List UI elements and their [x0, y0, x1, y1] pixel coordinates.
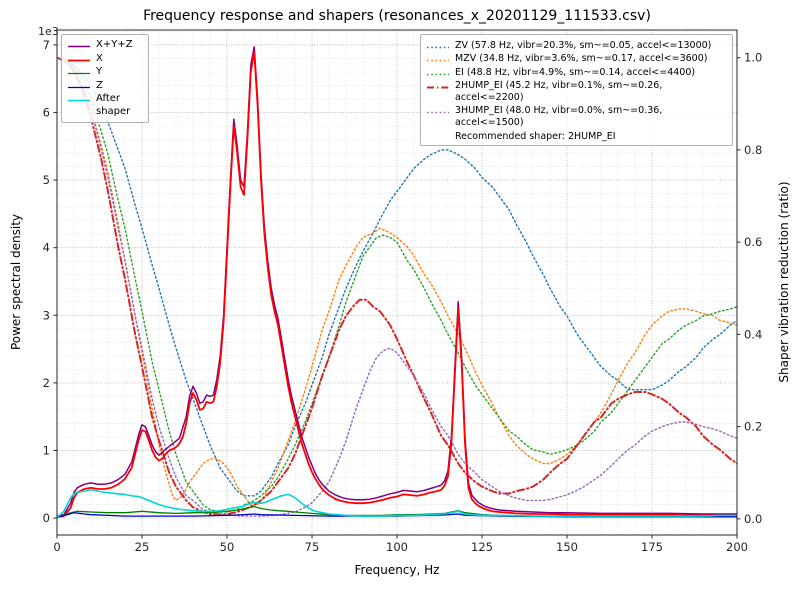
legend-label-2hump-ei: 2HUMP_EI (45.2 Hz, vibr=0.1%, sm~=0.26, … — [455, 80, 663, 103]
legend-item-x: X — [67, 53, 142, 66]
legend-label-x: X — [96, 52, 103, 64]
legend-label-after-shaper: After shaper — [96, 93, 131, 117]
legend-line-sample-y — [68, 72, 90, 75]
left-y-axis-label: Power spectral density — [9, 213, 23, 351]
legend-label-ei: EI (48.8 Hz, vibr=4.9%, sm~=0.14, accel<… — [455, 66, 696, 78]
svg-text:100: 100 — [386, 540, 408, 554]
legend-label-mzv: MZV (34.8 Hz, vibr=3.6%, sm~=0.17, accel… — [455, 53, 708, 64]
svg-text:0.2: 0.2 — [744, 420, 762, 434]
legend-line-sample-3hump-ei — [427, 112, 449, 114]
psd-legend: X+Y+Z X Y Z After shaper — [61, 34, 149, 123]
legend-label-zv: ZV (57.8 Hz, vibr=20.3%, sm~=0.05, accel… — [455, 39, 712, 51]
right-y-axis-label: Shaper vibration reduction (ratio) — [777, 181, 791, 383]
svg-text:5: 5 — [43, 173, 50, 187]
legend-item-3hump-ei: 3HUMP_EI (48.0 Hz, vibr=0.0%, sm~=0.36, … — [426, 105, 726, 129]
recommended-shaper-text: Recommended shaper: 2HUMP_EI — [455, 131, 616, 142]
legend-item-mzv: MZV (34.8 Hz, vibr=3.6%, sm~=0.17, accel… — [426, 53, 726, 65]
svg-text:25: 25 — [135, 540, 150, 554]
legend-line-sample-z — [68, 86, 90, 88]
legend-label-3hump-ei: 3HUMP_EI (48.0 Hz, vibr=0.0%, sm~=0.36, … — [455, 105, 663, 129]
series-3hump-ei — [57, 57, 737, 517]
svg-text:0.8: 0.8 — [744, 143, 762, 157]
svg-text:0.6: 0.6 — [744, 235, 762, 249]
legend-line-sample-2hump-ei — [427, 86, 449, 89]
legend-item-z: Z — [67, 80, 142, 93]
legend-line-sample-after-shaper — [68, 99, 90, 102]
legend-item-after-shaper: After shaper — [67, 93, 142, 118]
svg-text:125: 125 — [471, 540, 493, 554]
y-axis-scale-label: 1e3 — [38, 25, 59, 38]
svg-text:150: 150 — [556, 540, 578, 554]
svg-text:0.4: 0.4 — [744, 327, 762, 341]
chart-title: Frequency response and shapers (resonanc… — [143, 8, 651, 24]
legend-line-sample-mzv — [427, 59, 449, 62]
series-zv — [57, 57, 737, 497]
legend-line-sample-ei — [427, 73, 449, 75]
series-2hump-ei — [57, 56, 737, 516]
legend-label-y: Y — [96, 66, 103, 77]
svg-text:50: 50 — [220, 540, 235, 554]
legend-item-ei: EI (48.8 Hz, vibr=4.9%, sm~=0.14, accel<… — [426, 67, 726, 79]
svg-text:6: 6 — [43, 105, 50, 119]
svg-text:0: 0 — [53, 540, 60, 554]
svg-text:1: 1 — [43, 443, 50, 457]
svg-text:0: 0 — [43, 511, 50, 525]
svg-text:4: 4 — [43, 241, 50, 255]
series-x — [57, 50, 737, 518]
legend-item-y: Y — [67, 66, 142, 79]
svg-text:2: 2 — [43, 376, 50, 390]
legend-label-z: Z — [96, 79, 103, 91]
legend-line-sample-x-plus-y-plus-z — [68, 45, 90, 48]
svg-text:200: 200 — [726, 540, 748, 554]
legend-item-x-plus-y-plus-z: X+Y+Z — [67, 39, 142, 52]
legend-label-x-plus-y-plus-z: X+Y+Z — [96, 39, 133, 50]
svg-text:7: 7 — [43, 38, 50, 52]
series-mzv — [57, 57, 737, 506]
shaper-legend: ZV (57.8 Hz, vibr=20.3%, sm~=0.05, accel… — [420, 34, 733, 146]
legend-item-zv: ZV (57.8 Hz, vibr=20.3%, sm~=0.05, accel… — [426, 40, 726, 52]
svg-text:1.0: 1.0 — [744, 51, 762, 65]
svg-text:0.0: 0.0 — [744, 512, 762, 526]
legend-line-sample-x — [68, 59, 90, 61]
svg-text:75: 75 — [305, 540, 320, 554]
x-axis-label: Frequency, Hz — [354, 563, 440, 577]
svg-text:175: 175 — [641, 540, 663, 554]
svg-text:3: 3 — [43, 308, 50, 322]
series-after-shaper — [57, 488, 737, 519]
series-ei — [57, 57, 737, 513]
legend-line-sample-zv — [427, 46, 449, 48]
series-z — [57, 512, 737, 519]
legend-item-2hump-ei: 2HUMP_EI (45.2 Hz, vibr=0.1%, sm~=0.26, … — [426, 80, 726, 104]
